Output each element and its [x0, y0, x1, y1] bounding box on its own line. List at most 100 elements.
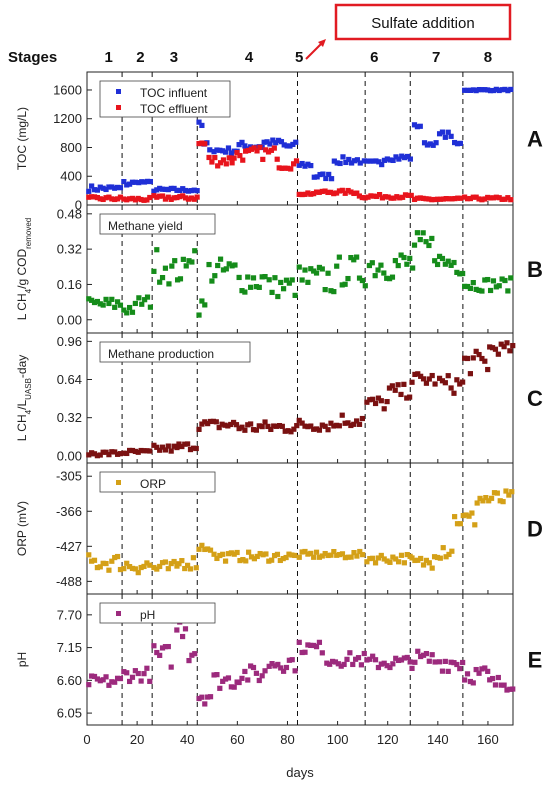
- data-point: [248, 663, 254, 669]
- data-point: [179, 558, 185, 564]
- data-point: [379, 195, 386, 201]
- data-point: [445, 668, 451, 674]
- data-points-E: [86, 618, 516, 707]
- data-point: [86, 682, 92, 688]
- data-point: [231, 148, 237, 154]
- data-point: [467, 371, 473, 377]
- x-tick-label: 120: [377, 732, 399, 747]
- data-point: [311, 554, 317, 560]
- data-point: [168, 196, 174, 202]
- panel-B: 0.00 0.16 0.32 0.48 L CH4/g CODremoved Methan…: [15, 204, 543, 334]
- data-point: [196, 426, 202, 432]
- y-tick-label: -488: [56, 574, 82, 589]
- stage-label-2: 2: [136, 49, 144, 66]
- data-point: [451, 660, 457, 666]
- data-point: [168, 185, 174, 192]
- data-point: [464, 671, 471, 677]
- data-point: [423, 650, 430, 657]
- data-point: [292, 292, 298, 298]
- data-point: [313, 189, 320, 195]
- data-point: [364, 399, 370, 405]
- data-point: [402, 192, 409, 198]
- data-point: [437, 196, 444, 202]
- data-point: [339, 551, 346, 557]
- data-point: [144, 448, 150, 454]
- data-point: [89, 194, 95, 200]
- data-point: [135, 449, 141, 455]
- data-point: [411, 242, 418, 248]
- data-point: [165, 187, 171, 193]
- y-tick-label: -305: [56, 469, 82, 484]
- data-point: [278, 665, 284, 671]
- data-point: [216, 425, 222, 431]
- data-point: [476, 351, 482, 358]
- data-point: [382, 194, 388, 200]
- data-point: [308, 266, 314, 272]
- data-point: [504, 340, 510, 346]
- data-point: [147, 194, 153, 201]
- data-point: [282, 165, 288, 171]
- data-point: [454, 521, 461, 527]
- data-point: [378, 552, 384, 559]
- panel-D: -305 -366 -427 -488 ORP (mV) ORP D: [15, 462, 543, 595]
- data-point: [265, 149, 272, 155]
- data-point: [316, 639, 323, 645]
- data-points-C: [86, 340, 516, 459]
- data-point: [147, 678, 153, 684]
- data-point: [159, 560, 166, 566]
- data-point: [473, 348, 479, 354]
- data-point: [293, 158, 300, 164]
- legend-B: Methane yield: [99, 213, 216, 235]
- data-point: [473, 286, 479, 293]
- data-point: [112, 449, 118, 455]
- data-point: [230, 419, 237, 426]
- data-point: [271, 552, 278, 559]
- data-point: [245, 677, 251, 683]
- data-point: [302, 191, 308, 197]
- data-point: [185, 188, 192, 194]
- data-point: [194, 188, 200, 194]
- data-point: [129, 195, 136, 202]
- data-point: [328, 420, 334, 426]
- data-point: [225, 145, 232, 151]
- data-point: [354, 157, 360, 163]
- data-point: [429, 652, 435, 658]
- data-point: [437, 555, 443, 561]
- data-point: [462, 87, 468, 93]
- data-point: [305, 551, 311, 557]
- data-point: [228, 150, 234, 156]
- data-point: [254, 148, 260, 154]
- y-tick-label: 0.16: [57, 277, 82, 292]
- panel-C: 0.00 0.32 0.64 0.96 L CH4/LUASB-day Methane p…: [15, 332, 543, 464]
- data-point: [250, 664, 257, 671]
- data-point: [151, 188, 157, 194]
- data-point: [323, 175, 329, 182]
- data-point: [283, 664, 290, 671]
- data-point: [463, 512, 469, 518]
- x-axis-label: days: [286, 765, 314, 780]
- data-point: [370, 396, 376, 402]
- data-point: [479, 197, 485, 203]
- data-point: [286, 657, 292, 663]
- y-tick-label: 0: [75, 198, 82, 213]
- data-point: [165, 566, 171, 572]
- data-point: [129, 674, 136, 680]
- data-point: [275, 293, 281, 300]
- data-point: [384, 663, 390, 669]
- data-point: [375, 555, 382, 561]
- data-point: [485, 668, 491, 674]
- data-point: [487, 195, 494, 201]
- data-point: [267, 141, 273, 147]
- data-point: [97, 196, 103, 202]
- data-point: [305, 161, 311, 167]
- data-point: [325, 189, 331, 196]
- data-point: [212, 154, 218, 161]
- data-point: [127, 181, 133, 187]
- data-point: [121, 179, 127, 185]
- data-point: [442, 261, 448, 267]
- data-point: [486, 498, 492, 504]
- data-point: [467, 678, 473, 685]
- data-point: [144, 294, 151, 300]
- data-point: [409, 555, 415, 561]
- data-point: [207, 547, 214, 553]
